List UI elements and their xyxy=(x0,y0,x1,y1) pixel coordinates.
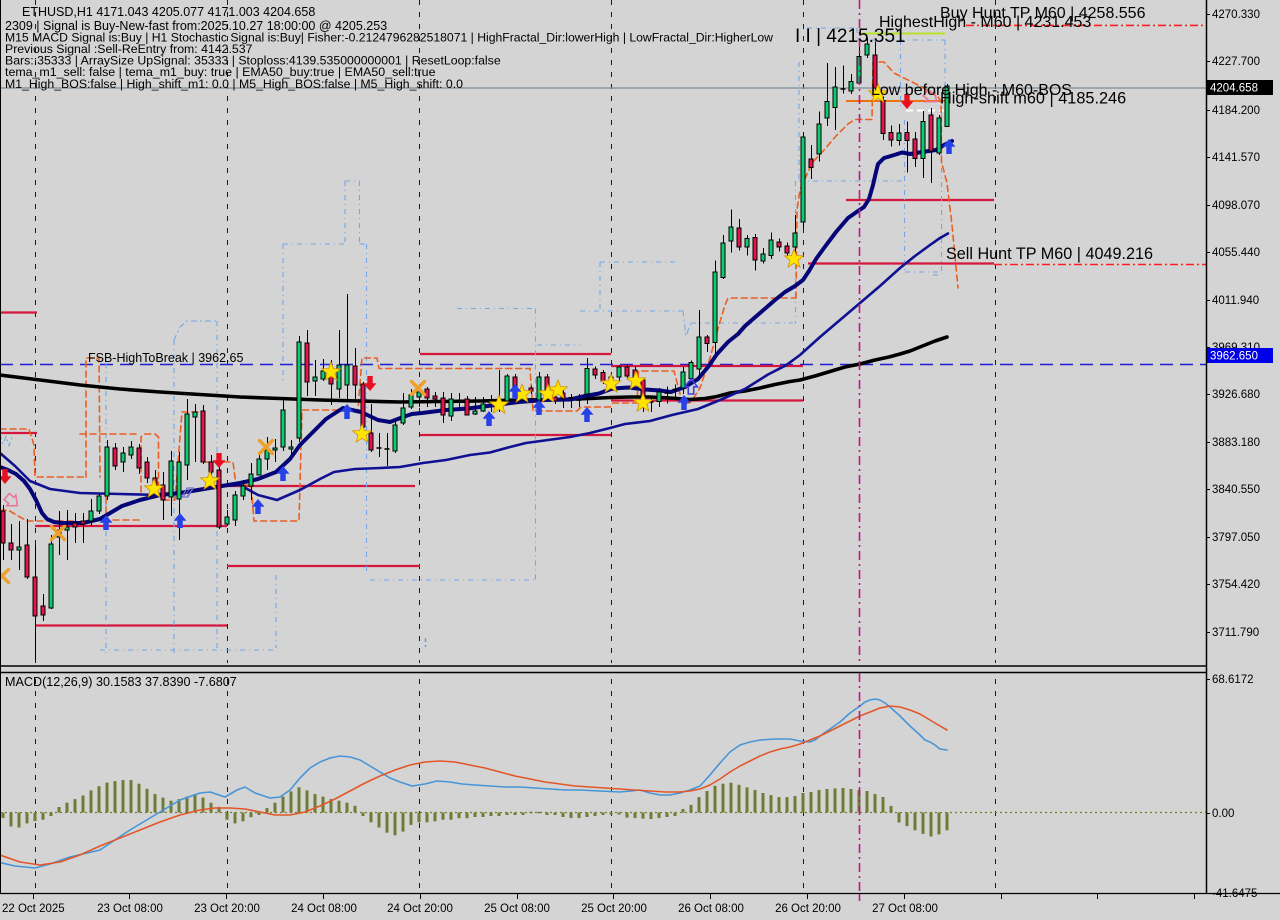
svg-text:27 Oct 08:00: 27 Oct 08:00 xyxy=(872,903,938,915)
svg-text:FSB-HighToBreak | 3962.65: FSB-HighToBreak | 3962.65 xyxy=(88,351,243,365)
svg-text:3926.680: 3926.680 xyxy=(1212,389,1260,401)
svg-text:3711.790: 3711.790 xyxy=(1212,627,1259,639)
svg-text:MACD(12,26,9) 30.1583 37.8390: MACD(12,26,9) 30.1583 37.8390 -7.6807 xyxy=(5,675,237,689)
svg-text:25 Oct 20:00: 25 Oct 20:00 xyxy=(581,903,647,915)
svg-text:25 Oct 08:00: 25 Oct 08:00 xyxy=(484,903,550,915)
svg-text:4055.440: 4055.440 xyxy=(1212,247,1260,259)
svg-text:HighestHigh - M60 | 4231.453: HighestHigh - M60 | 4231.453 xyxy=(879,14,1091,31)
svg-text:26 Oct 08:00: 26 Oct 08:00 xyxy=(678,903,744,915)
svg-text:Previous Signal :Sell-ReEntry: Previous Signal :Sell-ReEntry from: 4142… xyxy=(5,42,253,56)
svg-text:24 Oct 08:00: 24 Oct 08:00 xyxy=(291,903,357,915)
svg-text:I I | 4215.351: I I | 4215.351 xyxy=(795,26,906,47)
svg-text:Bars::35333 | ArraySize UpSign: Bars::35333 | ArraySize UpSignal: 35333 … xyxy=(5,54,501,68)
svg-text:M1_High_BOS:false | High_shift: M1_High_BOS:false | High_shift_m1: 0.0 |… xyxy=(5,77,463,91)
svg-text:3754.420: 3754.420 xyxy=(1212,579,1260,591)
svg-text:4204.658: 4204.658 xyxy=(1210,83,1258,95)
svg-text:4227.700: 4227.700 xyxy=(1212,56,1260,68)
svg-text:24 Oct 20:00: 24 Oct 20:00 xyxy=(387,903,453,915)
svg-text:23 Oct 08:00: 23 Oct 08:00 xyxy=(97,903,163,915)
svg-text:0.00: 0.00 xyxy=(1212,808,1234,820)
svg-text:3883.180: 3883.180 xyxy=(1212,437,1260,449)
svg-text:4184.200: 4184.200 xyxy=(1212,105,1260,117)
svg-text:4141.570: 4141.570 xyxy=(1212,152,1260,164)
svg-text:High-shift m60 | 4185.246: High-shift m60 | 4185.246 xyxy=(940,90,1126,108)
svg-text:tema_m1_sell: false | tema_m1_: tema_m1_sell: false | tema_m1_buy: true … xyxy=(5,65,436,79)
svg-text:4011.940: 4011.940 xyxy=(1212,295,1259,307)
svg-text:3962.650: 3962.650 xyxy=(1210,351,1258,363)
svg-text:23 Oct 20:00: 23 Oct 20:00 xyxy=(194,903,260,915)
svg-text:ETHUSD,H1 4171.043 4205.077 4: ETHUSD,H1 4171.043 4205.077 4171.003 420… xyxy=(22,5,315,19)
svg-text:26 Oct 20:00: 26 Oct 20:00 xyxy=(775,903,841,915)
svg-text:4270.330: 4270.330 xyxy=(1212,9,1260,21)
svg-text:2309 | Signal is Buy-New-fast: 2309 | Signal is Buy-New-fast from:2025.… xyxy=(5,19,387,33)
svg-text:Buy Hunt TP M60 | 4258.556: Buy Hunt TP M60 | 4258.556 xyxy=(940,5,1146,22)
svg-text:3840.550: 3840.550 xyxy=(1212,484,1260,496)
svg-text:3797.050: 3797.050 xyxy=(1212,532,1260,544)
svg-text:Sell Hunt TP M60 | 4049.216: Sell Hunt TP M60 | 4049.216 xyxy=(946,245,1153,263)
svg-text:68.6172: 68.6172 xyxy=(1212,674,1254,686)
svg-text:4098.070: 4098.070 xyxy=(1212,200,1260,212)
svg-text:M15 MACD Signal is:Buy | H1 St: M15 MACD Signal is:Buy | H1 Stochastic S… xyxy=(5,31,773,45)
svg-text:-41.6475: -41.6475 xyxy=(1212,888,1257,900)
svg-text:22 Oct 2025: 22 Oct 2025 xyxy=(2,903,65,915)
svg-text:Low before High - M60-BOS: Low before High - M60-BOS xyxy=(871,82,1072,99)
